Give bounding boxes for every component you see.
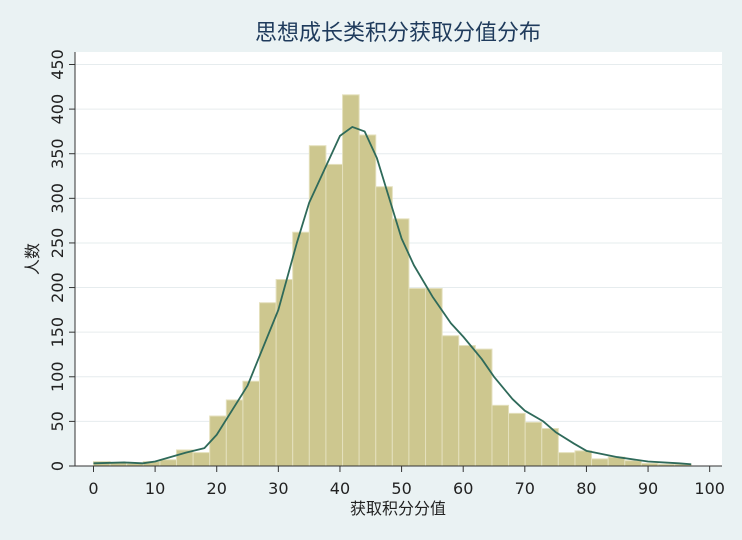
x-tick-label: 80 <box>576 479 596 498</box>
y-tick-label: 100 <box>48 362 67 393</box>
y-tick-label: 250 <box>48 228 67 259</box>
x-tick-label: 20 <box>207 479 227 498</box>
y-tick-label: 50 <box>48 411 67 431</box>
x-tick-label: 10 <box>145 479 165 498</box>
bar <box>192 452 211 467</box>
x-tick-label: 50 <box>391 479 411 498</box>
x-tick-label: 40 <box>330 479 350 498</box>
bar <box>375 186 393 467</box>
bar <box>458 345 476 467</box>
x-tick-label: 30 <box>268 479 288 498</box>
y-tick-label: 300 <box>48 183 67 214</box>
y-tick-label: 200 <box>48 272 67 303</box>
x-axis-title: 获取积分分值 <box>350 499 446 518</box>
bar <box>308 145 327 467</box>
y-axis-title: 人数 <box>23 243 42 275</box>
x-tick-label: 0 <box>88 479 98 498</box>
bar <box>591 458 609 467</box>
bar <box>292 231 310 467</box>
bar <box>524 421 543 467</box>
x-tick-label: 70 <box>515 479 535 498</box>
bar <box>358 134 377 467</box>
bar <box>325 163 344 467</box>
bar <box>342 94 360 467</box>
bar <box>242 380 260 467</box>
bar <box>425 287 443 467</box>
y-tick-label: 400 <box>48 94 67 125</box>
chart-title: 思想成长类积分获取分值分布 <box>255 21 541 46</box>
bar <box>491 404 510 467</box>
bar <box>225 399 244 467</box>
bar <box>557 452 576 467</box>
bar <box>474 348 493 467</box>
x-tick-label: 60 <box>453 479 473 498</box>
bar <box>159 459 177 467</box>
bar <box>441 335 460 467</box>
x-tick-label: 100 <box>694 479 725 498</box>
x-tick-label: 90 <box>638 479 658 498</box>
y-tick-label: 350 <box>48 138 67 169</box>
y-tick-label: 450 <box>48 49 67 80</box>
bar <box>408 287 427 467</box>
bar <box>508 412 526 467</box>
y-tick-label: 0 <box>48 461 67 471</box>
bar <box>258 302 277 467</box>
density-curve <box>93 126 692 466</box>
bar <box>574 450 593 467</box>
bar <box>391 218 410 467</box>
y-tick-label: 150 <box>48 317 67 348</box>
bar <box>624 460 642 467</box>
bar <box>541 428 559 467</box>
